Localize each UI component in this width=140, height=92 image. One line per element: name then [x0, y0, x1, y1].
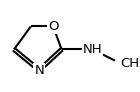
- Text: NH: NH: [83, 43, 102, 56]
- Text: O: O: [48, 20, 59, 33]
- Text: N: N: [34, 64, 44, 77]
- Text: CH₃: CH₃: [120, 57, 140, 70]
